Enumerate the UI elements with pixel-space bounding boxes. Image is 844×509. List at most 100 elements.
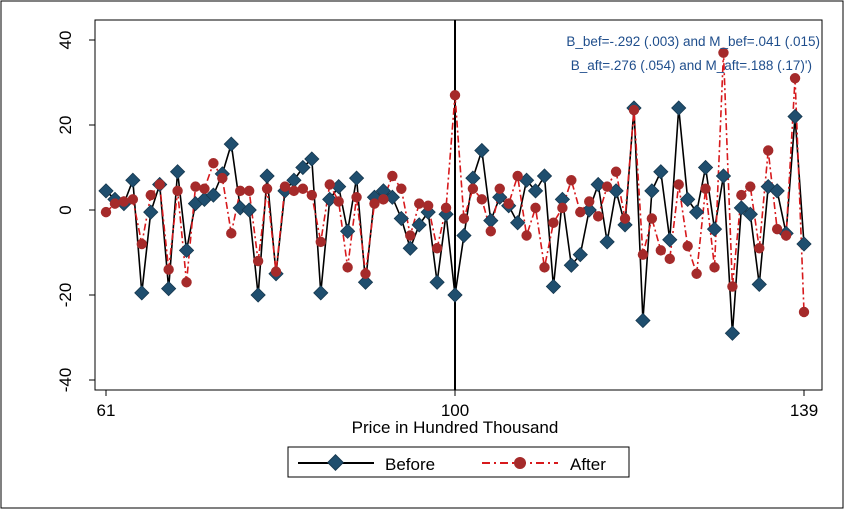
legend-after-marker xyxy=(514,457,526,469)
after-point xyxy=(181,277,192,288)
before-point xyxy=(742,206,758,222)
after-point xyxy=(592,211,604,222)
after-point xyxy=(673,179,684,190)
after-point xyxy=(718,47,729,58)
after-point xyxy=(449,90,461,101)
before-point xyxy=(304,151,320,167)
before-point xyxy=(599,234,615,250)
before-point xyxy=(554,191,571,208)
before-point xyxy=(134,285,150,301)
after-point xyxy=(118,196,130,207)
before-point xyxy=(635,312,651,329)
after-point xyxy=(763,145,774,156)
after-point xyxy=(539,262,550,273)
before-point xyxy=(178,242,195,259)
annotation-before: B_bef=-.292 (.003) and M_bef=.041 (.015) xyxy=(566,34,820,49)
before-point xyxy=(733,200,749,216)
after-point xyxy=(467,183,479,194)
after-point xyxy=(387,170,398,182)
before-point xyxy=(447,287,463,303)
before-point xyxy=(223,136,239,152)
after-point xyxy=(727,281,738,292)
after-point xyxy=(172,185,183,197)
after-point xyxy=(297,183,309,194)
before-point xyxy=(143,204,159,220)
after-point xyxy=(476,194,488,205)
series-layer xyxy=(98,47,812,341)
after-point xyxy=(458,213,470,224)
before-point xyxy=(348,170,365,186)
after-point xyxy=(619,213,631,224)
after-point xyxy=(324,179,335,190)
after-point xyxy=(736,189,747,201)
before-point xyxy=(393,210,409,227)
y-tick-label: -20 xyxy=(56,283,75,308)
before-point xyxy=(751,276,767,293)
after-point xyxy=(369,198,380,209)
after-point xyxy=(422,200,434,211)
before-point xyxy=(590,176,606,193)
legend-before-label: Before xyxy=(385,455,435,474)
before-point xyxy=(483,212,499,229)
after-point xyxy=(530,202,541,214)
annotation-after: B_aft=.276 (.054) and M_aft=.188 (.17)') xyxy=(571,58,812,73)
after-point xyxy=(127,194,139,205)
after-point xyxy=(351,192,362,203)
after-point xyxy=(378,194,389,205)
before-point xyxy=(474,142,490,159)
legend: Before After xyxy=(287,446,630,478)
plot-area xyxy=(94,19,823,391)
before-point xyxy=(608,183,624,199)
after-point xyxy=(628,104,640,116)
after-point xyxy=(306,189,318,201)
x-axis-label: Price in Hundred Thousand xyxy=(352,418,559,437)
after-point xyxy=(270,266,282,277)
before-point xyxy=(510,215,526,231)
after-point xyxy=(217,172,228,184)
before-point xyxy=(563,257,579,273)
after-point xyxy=(136,238,147,250)
before-point xyxy=(688,204,705,220)
before-point xyxy=(375,183,392,199)
after-point xyxy=(700,183,711,194)
after-point xyxy=(503,198,514,209)
before-point xyxy=(295,159,311,176)
after-point xyxy=(691,268,702,279)
before-point xyxy=(706,221,723,237)
before-point xyxy=(724,325,741,341)
before-point xyxy=(492,189,508,205)
before-point xyxy=(653,164,669,180)
after-point xyxy=(396,183,407,194)
after-point xyxy=(485,226,496,237)
after-point xyxy=(566,175,577,186)
before-point xyxy=(313,285,329,301)
after-point xyxy=(163,264,174,275)
after-point xyxy=(243,185,255,197)
y-tick-label: -40 xyxy=(56,368,75,393)
before-point xyxy=(697,159,714,176)
after-point xyxy=(512,170,523,182)
after-point xyxy=(709,262,720,273)
before-point xyxy=(161,280,177,297)
before-point xyxy=(357,274,374,290)
before-point xyxy=(644,183,660,199)
after-point xyxy=(199,183,210,194)
before-point xyxy=(402,240,418,256)
after-point xyxy=(601,181,613,192)
after-point xyxy=(431,243,443,254)
after-point xyxy=(610,166,622,177)
before-point xyxy=(339,223,356,239)
after-point xyxy=(798,306,810,318)
after-point xyxy=(288,185,300,197)
after-point xyxy=(664,253,675,265)
before-point xyxy=(169,164,186,180)
before-point xyxy=(527,183,544,199)
before-point xyxy=(259,168,275,184)
before-point xyxy=(581,202,597,218)
after-point xyxy=(440,202,452,214)
after-point xyxy=(252,255,264,267)
after-point xyxy=(235,185,246,197)
before-point xyxy=(429,274,445,290)
before-point xyxy=(384,189,400,205)
